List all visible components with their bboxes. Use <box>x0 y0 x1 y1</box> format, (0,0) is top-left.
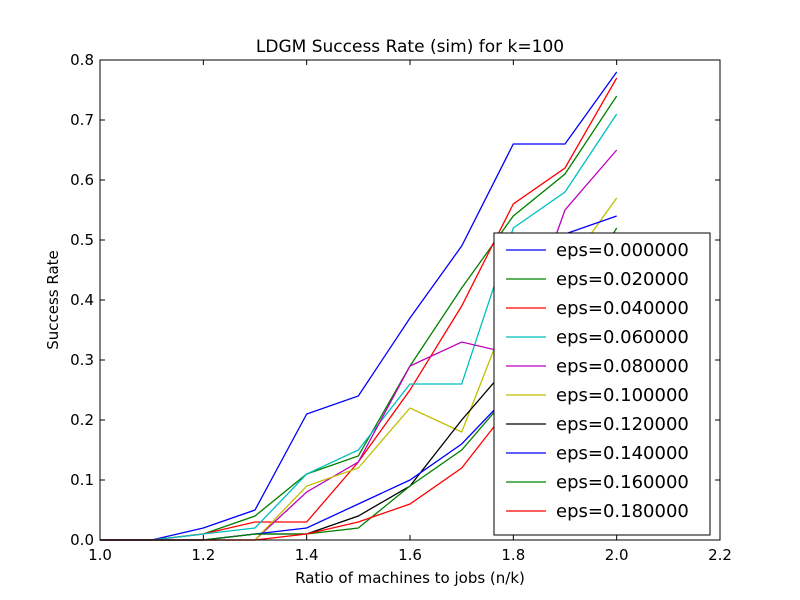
legend-label-6: eps=0.120000 <box>556 414 689 435</box>
x-tick-label: 1.4 <box>295 546 319 564</box>
x-tick-label: 2.2 <box>708 546 732 564</box>
legend-label-2: eps=0.040000 <box>556 298 689 319</box>
y-axis-label: Success Rate <box>44 250 62 350</box>
y-tick-label: 0.3 <box>70 351 94 369</box>
y-tick-label: 0.4 <box>70 291 94 309</box>
legend-label-8: eps=0.160000 <box>556 472 689 493</box>
chart-title: LDGM Success Rate (sim) for k=100 <box>256 37 564 57</box>
y-tick-label: 0.7 <box>70 111 94 129</box>
legend: eps=0.000000 eps=0.020000 eps=0.040000 eps=… <box>493 232 711 536</box>
legend-label-3: eps=0.060000 <box>556 327 689 348</box>
y-tick-label: 0.0 <box>70 531 94 549</box>
legend-label-5: eps=0.100000 <box>556 385 689 406</box>
y-tick-label: 0.6 <box>70 171 94 189</box>
y-tick-label: 0.5 <box>70 231 94 249</box>
x-axis-label: Ratio of machines to jobs (n/k) <box>295 569 525 587</box>
y-tick-label: 0.2 <box>70 411 94 429</box>
series-line-3 <box>100 113 618 541</box>
legend-label-4: eps=0.080000 <box>556 356 689 377</box>
y-tick-label: 0.1 <box>70 471 94 489</box>
legend-label-1: eps=0.020000 <box>556 269 689 290</box>
series-line-0 <box>100 71 618 541</box>
x-tick-label: 1.2 <box>191 546 215 564</box>
x-tick-label: 1.6 <box>398 546 422 564</box>
ticks-layer: 1.0 1.2 1.4 1.6 1.8 2.0 2.2 0.0 0.1 0.2 0.3 0.4 0.5 0… <box>70 51 732 564</box>
y-tick-label: 0.8 <box>70 51 94 69</box>
x-tick-label: 2.0 <box>605 546 629 564</box>
x-tick-label: 1.0 <box>88 546 112 564</box>
legend-label-9: eps=0.180000 <box>556 501 689 522</box>
legend-label-7: eps=0.140000 <box>556 443 689 464</box>
legend-label-0: eps=0.000000 <box>556 240 689 261</box>
x-tick-label: 1.8 <box>501 546 525 564</box>
legend-box <box>493 232 711 536</box>
